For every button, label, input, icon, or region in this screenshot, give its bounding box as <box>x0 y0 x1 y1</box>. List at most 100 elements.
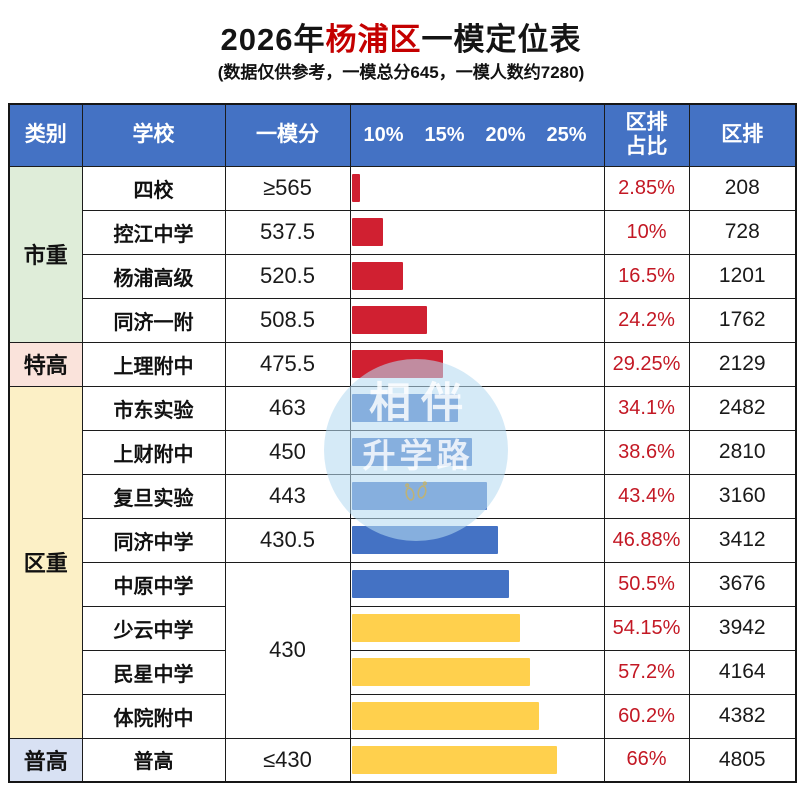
rank-cell: 2482 <box>688 385 797 431</box>
rank-cell: 2129 <box>688 341 797 387</box>
share-bar-red <box>351 306 427 334</box>
rank-cell: 4805 <box>688 737 797 783</box>
school-cell: 民星中学 <box>81 649 226 695</box>
positioning-table: 类别 学校 一模分 10% 15% 20% 25% 区排 占比 区排 <box>8 103 797 783</box>
bar-cell <box>349 561 605 607</box>
header-category: 类别 <box>8 103 83 167</box>
bar-cell <box>349 737 605 783</box>
category-cell: 区重 <box>8 385 83 739</box>
share-cell: 66% <box>603 737 690 783</box>
header-share-line2: 占比 <box>625 135 668 159</box>
score-cell: ≥565 <box>224 165 351 211</box>
bar-cell <box>349 341 605 387</box>
score-cell: 450 <box>224 429 351 475</box>
table-row: 市重 四校 ≥565 2.85% 208 <box>8 165 797 343</box>
axis-tick-15: 15% <box>424 123 465 146</box>
school-cell: 同济中学 <box>81 517 226 563</box>
bar-cell <box>349 649 605 695</box>
table-row: 同济一附 508.5 24.2% 1762 <box>9 297 797 343</box>
share-bar-blue <box>351 394 458 422</box>
school-cell: 中原中学 <box>81 561 226 607</box>
share-bar-yellow <box>351 658 530 686</box>
category-cell: 特高 <box>8 341 83 387</box>
share-bar-red <box>351 218 383 246</box>
rank-cell: 1201 <box>688 253 797 299</box>
title-district: 杨浦区 <box>325 22 422 57</box>
rank-cell: 4382 <box>688 693 797 739</box>
table-row: 杨浦高级 520.5 16.5% 1201 <box>9 253 797 299</box>
share-cell: 38.6% <box>603 429 690 475</box>
share-bar-yellow <box>351 745 558 774</box>
rank-cell: 3942 <box>688 605 797 651</box>
rank-cell: 4164 <box>688 649 797 695</box>
share-cell: 10% <box>603 209 690 255</box>
header-share: 区排 占比 <box>603 103 690 167</box>
header-share-line1: 区排 <box>625 111 668 135</box>
score-cell: 443 <box>224 473 351 519</box>
share-bar-blue <box>351 438 472 466</box>
score-cell: 430.5 <box>224 517 351 563</box>
school-cell: 控江中学 <box>81 209 226 255</box>
table-row: 区重 市东实验 463 34.1% 2482 <box>8 385 797 739</box>
share-bar-red <box>351 174 361 202</box>
share-cell: 16.5% <box>603 253 690 299</box>
table-row: 中原中学 430 50.5% 3676 <box>9 561 797 739</box>
table-row: 上财附中 450 38.6% 2810 <box>9 429 797 475</box>
bar-cell <box>349 605 605 651</box>
axis-tick-20: 20% <box>485 123 526 146</box>
rank-cell: 3676 <box>688 561 797 607</box>
bar-cell <box>349 473 605 519</box>
share-cell: 24.2% <box>603 297 690 343</box>
score-cell: 430 <box>224 561 351 739</box>
table-row: 同济中学 430.5 46.88% 3412 <box>9 517 797 563</box>
axis-tick-25: 25% <box>546 123 587 146</box>
score-cell: 508.5 <box>224 297 351 343</box>
school-cell: 上财附中 <box>81 429 226 475</box>
rank-cell: 3160 <box>688 473 797 519</box>
school-cell: 上理附中 <box>81 341 226 387</box>
header-school: 学校 <box>81 103 226 167</box>
header-bar-axis: 10% 15% 20% 25% <box>349 103 605 167</box>
school-cell: 杨浦高级 <box>81 253 226 299</box>
bar-cell <box>349 517 605 563</box>
score-cell: 475.5 <box>224 341 351 387</box>
share-cell: 54.15% <box>603 605 690 651</box>
table-row: 少云中学 54.15% 3942 <box>9 605 797 651</box>
school-cell: 同济一附 <box>81 297 226 343</box>
school-cell: 复旦实验 <box>81 473 226 519</box>
page-title: 2026年杨浦区一模定位表 <box>0 14 802 59</box>
share-bar-red <box>351 350 443 378</box>
title-suffix: 一模定位表 <box>421 22 582 57</box>
table-row: 民星中学 57.2% 4164 <box>9 649 797 695</box>
header-score: 一模分 <box>224 103 351 167</box>
rank-cell: 2810 <box>688 429 797 475</box>
bar-cell <box>349 385 605 431</box>
table-row: 体院附中 60.2% 4382 <box>9 693 797 739</box>
header-rank: 区排 <box>688 103 797 167</box>
share-bar-red <box>351 262 403 290</box>
title-year: 2026年 <box>220 22 326 57</box>
rank-cell: 728 <box>688 209 797 255</box>
score-cell: ≤430 <box>224 737 351 783</box>
school-cell: 少云中学 <box>81 605 226 651</box>
bar-cell <box>349 165 605 211</box>
bar-cell <box>349 297 605 343</box>
share-cell: 2.85% <box>603 165 690 211</box>
score-cell: 463 <box>224 385 351 431</box>
school-cell: 普高 <box>81 737 226 783</box>
share-cell: 60.2% <box>603 693 690 739</box>
bar-cell <box>349 429 605 475</box>
share-bar-blue <box>351 526 498 554</box>
share-cell: 57.2% <box>603 649 690 695</box>
bar-cell <box>349 209 605 255</box>
share-bar-yellow <box>351 614 521 642</box>
share-cell: 43.4% <box>603 473 690 519</box>
table-row: 控江中学 537.5 10% 728 <box>9 209 797 255</box>
axis-tick-10: 10% <box>363 123 404 146</box>
table-row: 特高 上理附中 475.5 29.25% 2129 <box>8 341 797 387</box>
school-cell: 体院附中 <box>81 693 226 739</box>
share-bar-blue <box>351 482 487 510</box>
school-cell: 四校 <box>81 165 226 211</box>
header-row: 类别 学校 一模分 10% 15% 20% 25% 区排 占比 区排 <box>8 103 797 167</box>
